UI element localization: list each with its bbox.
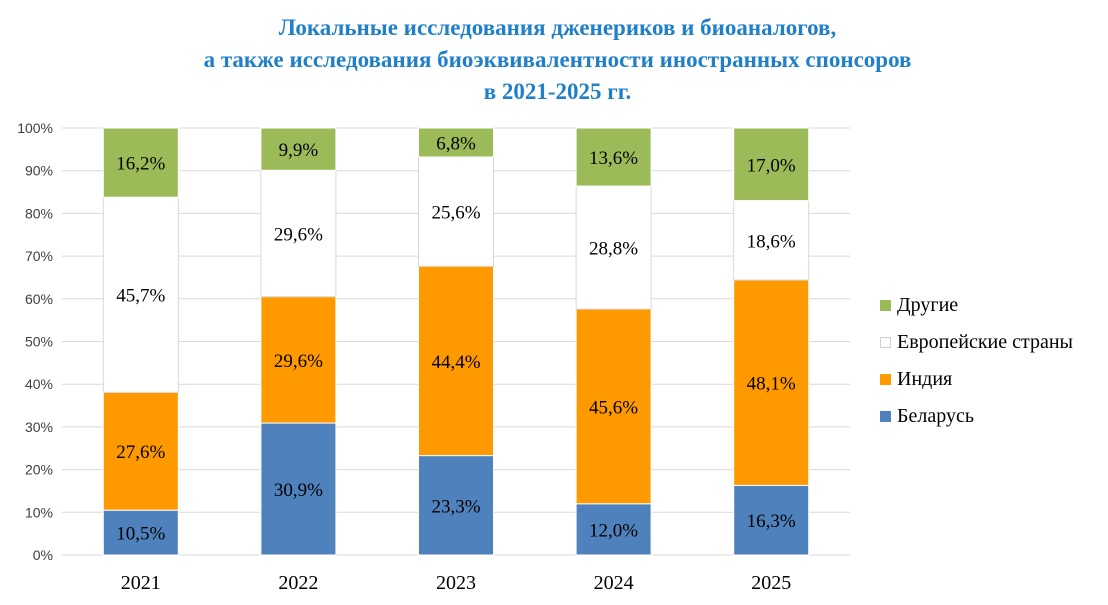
data-label: 25,6% <box>431 203 480 224</box>
y-tick-label: 80% <box>25 205 53 221</box>
bar-segment <box>260 169 337 298</box>
y-tick-label: 50% <box>25 334 53 350</box>
bar-segment <box>575 185 652 310</box>
bar-segment <box>733 484 810 556</box>
bar-segment <box>418 127 494 158</box>
data-label: 45,7% <box>116 286 165 307</box>
bar-segment <box>102 127 179 198</box>
data-label: 18,6% <box>747 231 796 252</box>
bar-segment <box>260 422 337 556</box>
bar-segment <box>733 127 810 202</box>
legend-label: Беларусь <box>897 405 974 427</box>
y-tick-label: 30% <box>25 419 53 435</box>
bar-segment <box>575 127 652 187</box>
data-label: 16,2% <box>116 154 165 175</box>
legend-label: Другие <box>897 294 959 316</box>
data-label: 16,3% <box>747 511 796 532</box>
legend-swatch <box>880 337 891 348</box>
legend-label: Индия <box>897 368 953 390</box>
data-label: 27,6% <box>116 442 165 463</box>
data-label: 29,6% <box>274 224 323 245</box>
legend-item-other: Другие <box>880 287 1073 324</box>
legend-swatch <box>880 374 891 385</box>
chart-title-line: Локальные исследования дженериков и биоа… <box>278 15 837 40</box>
y-tick-label: 100% <box>17 120 53 136</box>
legend-item-belarus: Беларусь <box>880 398 1073 435</box>
chart-title: Локальные исследования дженериков и биоа… <box>0 12 1108 108</box>
data-label: 29,6% <box>274 351 323 372</box>
bar-segment <box>102 509 179 556</box>
y-tick-label: 10% <box>25 504 53 520</box>
bar-segment <box>260 127 337 171</box>
data-label: 45,6% <box>589 397 638 418</box>
legend: Другие Европейские страны Индия Беларусь <box>880 287 1073 435</box>
data-label: 12,0% <box>589 520 638 541</box>
chart-title-line: в 2021-2025 гг. <box>483 79 632 104</box>
data-label: 13,6% <box>589 148 638 169</box>
legend-label: Европейские страны <box>897 331 1073 353</box>
bar-segment <box>733 279 810 486</box>
bar-segment <box>575 308 652 505</box>
bar-segment <box>418 265 494 457</box>
data-label: 6,8% <box>436 134 476 155</box>
legend-item-europe: Европейские страны <box>880 324 1073 361</box>
data-label: 30,9% <box>274 480 323 501</box>
data-label: 28,8% <box>589 239 638 260</box>
chart-title-line: а также исследования биоэквивалентности … <box>203 47 912 72</box>
y-tick-label: 40% <box>25 376 53 392</box>
x-tick-label: 2025 <box>751 572 791 594</box>
y-tick-label: 0% <box>33 547 53 563</box>
data-label: 17,0% <box>747 155 796 176</box>
x-tick-label: 2021 <box>121 572 161 594</box>
bar-segment <box>733 200 810 281</box>
bar-segment <box>102 391 179 511</box>
x-tick-label: 2022 <box>278 572 318 594</box>
data-label: 9,9% <box>279 140 319 161</box>
legend-item-india: Индия <box>880 361 1073 398</box>
x-tick-label: 2024 <box>594 572 634 594</box>
x-tick-label: 2023 <box>436 572 476 594</box>
bar-segment <box>260 296 337 424</box>
bar-segment <box>418 156 494 267</box>
y-tick-label: 60% <box>25 291 53 307</box>
legend-swatch <box>880 411 891 422</box>
data-label: 23,3% <box>431 496 480 517</box>
bar-segment <box>102 196 179 393</box>
data-label: 44,4% <box>431 352 480 373</box>
data-label: 10,5% <box>116 524 165 545</box>
data-label: 48,1% <box>747 374 796 395</box>
y-tick-label: 20% <box>25 462 53 478</box>
y-tick-label: 70% <box>25 248 53 264</box>
legend-swatch <box>880 300 891 311</box>
y-tick-label: 90% <box>25 163 53 179</box>
